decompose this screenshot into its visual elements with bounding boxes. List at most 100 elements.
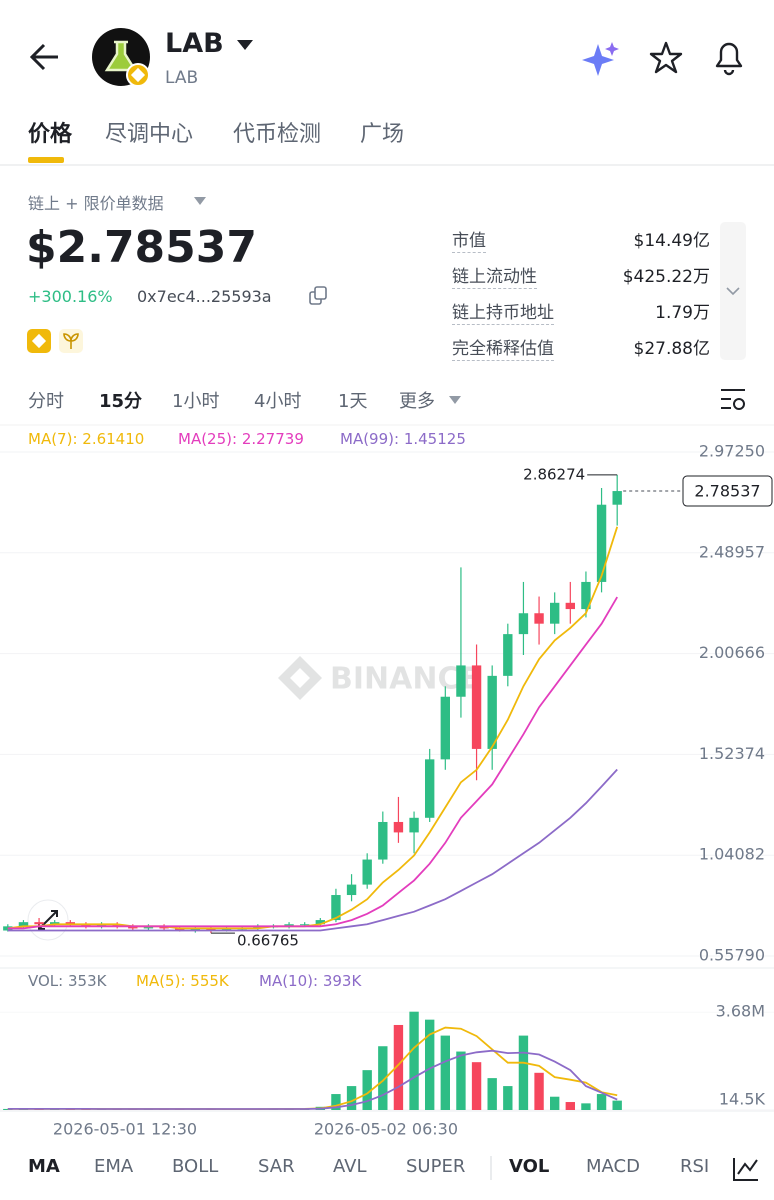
indicator-tab[interactable]: EMA bbox=[94, 1156, 134, 1177]
indicator-tab[interactable]: SUPER bbox=[406, 1156, 466, 1177]
candle-body bbox=[175, 928, 185, 931]
price: $2.78537 bbox=[26, 222, 258, 273]
watermark: BINANCE bbox=[278, 656, 480, 700]
interval-tab[interactable]: 15分 bbox=[99, 391, 143, 412]
indicator-tab[interactable]: VOL bbox=[509, 1156, 550, 1177]
last-price-label: 2.78537 bbox=[694, 482, 760, 501]
candle-body bbox=[96, 924, 107, 927]
volume-bar bbox=[331, 1094, 341, 1110]
y-tick-label: 2.00666 bbox=[699, 643, 765, 662]
contract-address[interactable]: 0x7ec4...25593a bbox=[137, 287, 272, 306]
candle-body bbox=[34, 922, 44, 925]
legend-name: MA(25) bbox=[178, 430, 242, 448]
volume-bar bbox=[378, 1046, 388, 1110]
volume-bar bbox=[425, 1019, 435, 1110]
indicator-tab[interactable]: AVL bbox=[333, 1156, 367, 1177]
legend-entry: MA(5)555K bbox=[136, 972, 229, 990]
interval-tab[interactable]: 1小时 bbox=[172, 391, 220, 412]
candle-body bbox=[18, 922, 29, 927]
ma-line bbox=[7, 768, 618, 932]
stat-value: $425.22万 bbox=[622, 267, 710, 287]
candle-body bbox=[378, 821, 388, 860]
legend-value: 353K bbox=[68, 972, 107, 990]
candle-body bbox=[143, 926, 154, 929]
dropdown-icon[interactable] bbox=[237, 40, 253, 50]
interval-tab[interactable]: 1天 bbox=[338, 391, 368, 412]
legend-entry: MA(25)2.27739 bbox=[178, 430, 304, 448]
candle-body bbox=[50, 922, 60, 925]
legend-name: VOL bbox=[28, 972, 68, 990]
interval-tab[interactable]: 分时 bbox=[28, 391, 64, 412]
dropdown-icon[interactable] bbox=[194, 197, 206, 205]
legend-entry: VOL353K bbox=[28, 972, 106, 990]
candle-body bbox=[393, 821, 404, 833]
expand-button[interactable] bbox=[27, 899, 69, 941]
legend-entry: MA(10)393K bbox=[259, 972, 361, 990]
candle-body bbox=[284, 924, 294, 927]
legend-name: MA(5) bbox=[136, 972, 190, 990]
candle-body bbox=[81, 924, 91, 927]
y-tick-label: 1.52374 bbox=[699, 744, 765, 763]
indicator-tab[interactable]: RSI bbox=[680, 1156, 710, 1177]
watermark-text: BINANCE bbox=[330, 662, 480, 697]
x-tick-label: 2026-05-02 06:30 bbox=[314, 1120, 458, 1139]
dropdown-icon[interactable] bbox=[449, 396, 461, 404]
candle-body bbox=[550, 602, 560, 624]
data-source[interactable]: 链上 + 限价单数据 bbox=[28, 194, 164, 213]
stat-value: $27.88亿 bbox=[633, 339, 710, 359]
candle-body bbox=[159, 926, 169, 929]
indicator-tab[interactable]: MA bbox=[28, 1156, 60, 1177]
candle-body bbox=[346, 884, 357, 896]
y-tick-label: 2.97250 bbox=[699, 442, 765, 461]
indicator-tab[interactable]: SAR bbox=[258, 1156, 295, 1177]
volume-bar bbox=[503, 1086, 513, 1110]
notification-button[interactable] bbox=[715, 42, 743, 76]
volume-bar bbox=[518, 1035, 529, 1110]
token-logo bbox=[92, 28, 150, 87]
token-subtitle: LAB bbox=[165, 68, 199, 88]
candle-body bbox=[612, 491, 622, 505]
tab[interactable]: 代币检测 bbox=[233, 122, 322, 147]
y-tick-label: 2.48957 bbox=[699, 542, 765, 561]
candle-body bbox=[596, 504, 607, 582]
candle-body bbox=[409, 817, 419, 833]
ai-button[interactable] bbox=[582, 42, 619, 76]
back-button[interactable] bbox=[29, 43, 58, 71]
stats-expand[interactable] bbox=[720, 222, 746, 360]
tab[interactable]: 广场 bbox=[360, 122, 405, 147]
volume-bar bbox=[471, 1062, 482, 1110]
ma-line bbox=[7, 596, 618, 930]
candle-body bbox=[425, 759, 435, 818]
y-tick-label: 0.55790 bbox=[699, 946, 765, 965]
interval-tab[interactable]: 更多 bbox=[399, 391, 435, 412]
indicator-tab[interactable]: MACD bbox=[586, 1156, 640, 1177]
candle-body bbox=[362, 859, 372, 885]
stat-label: 链上流动性 bbox=[452, 262, 537, 289]
legend-entry: MA(99)1.45125 bbox=[340, 430, 466, 448]
chart-settings[interactable] bbox=[721, 389, 745, 410]
candle-body bbox=[471, 665, 482, 749]
ma-line bbox=[7, 526, 619, 930]
candle-body bbox=[315, 920, 325, 925]
stat-value: 1.79万 bbox=[655, 303, 710, 323]
stat-label: 市值 bbox=[452, 226, 486, 253]
candle-body bbox=[253, 926, 263, 929]
interval-tab[interactable]: 4小时 bbox=[254, 391, 302, 412]
tab[interactable]: 尽调中心 bbox=[105, 122, 194, 147]
x-tick-label: 2026-05-01 12:30 bbox=[53, 1120, 197, 1139]
favorite-button[interactable] bbox=[649, 41, 683, 74]
draw-tool[interactable] bbox=[733, 1158, 758, 1181]
legend-name: MA(10) bbox=[259, 972, 323, 990]
stat-label: 链上持币地址 bbox=[452, 298, 554, 325]
copy-button[interactable] bbox=[309, 286, 327, 305]
volume-bar bbox=[534, 1072, 544, 1110]
candle-body bbox=[487, 675, 497, 749]
volume-bar bbox=[440, 1035, 450, 1110]
candle-body bbox=[300, 924, 310, 926]
legend-value: 2.27739 bbox=[241, 430, 304, 448]
tab[interactable]: 价格 bbox=[28, 122, 73, 147]
legend-value: 2.61410 bbox=[82, 430, 145, 448]
indicator-tab[interactable]: BOLL bbox=[172, 1156, 219, 1177]
